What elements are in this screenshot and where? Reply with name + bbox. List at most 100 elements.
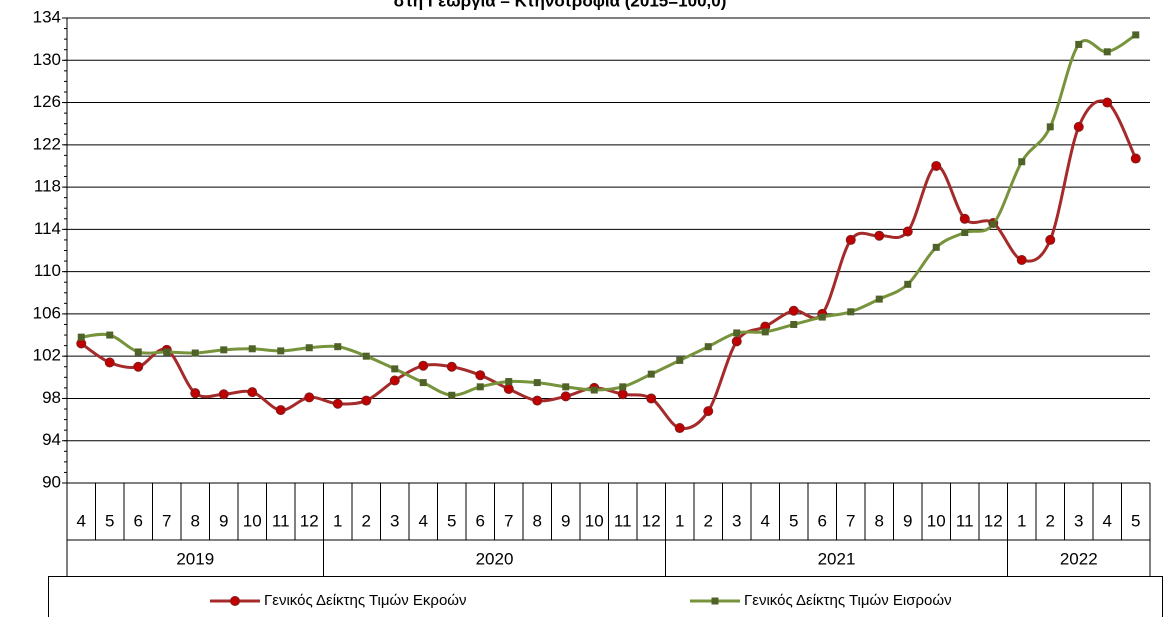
- y-tick-label: 90: [42, 472, 61, 491]
- marker: [334, 343, 342, 351]
- marker: [1073, 121, 1084, 132]
- marker: [304, 392, 315, 403]
- marker: [790, 320, 798, 328]
- x-group-label: 2019: [176, 549, 214, 568]
- marker: [647, 370, 655, 378]
- y-tick-label: 94: [42, 430, 61, 449]
- x-tick-label: 1: [333, 511, 342, 530]
- y-tick-label: 98: [42, 388, 61, 407]
- marker: [874, 230, 885, 241]
- x-tick-label: 12: [642, 511, 661, 530]
- marker: [275, 405, 286, 416]
- x-tick-label: 9: [903, 511, 912, 530]
- y-tick-label: 130: [33, 50, 61, 69]
- y-tick-label: 118: [34, 177, 61, 196]
- marker: [932, 243, 940, 251]
- marker: [418, 360, 429, 371]
- marker: [989, 220, 997, 228]
- marker: [845, 234, 856, 245]
- marker: [733, 329, 741, 337]
- marker: [77, 333, 85, 341]
- marker: [505, 378, 513, 386]
- x-tick-label: 9: [219, 511, 228, 530]
- x-tick-label: 6: [134, 511, 143, 530]
- marker: [904, 280, 912, 288]
- marker: [391, 365, 399, 373]
- marker: [1130, 153, 1141, 164]
- x-group-label: 2021: [818, 549, 856, 568]
- x-tick-label: 10: [927, 511, 946, 530]
- x-tick-label: 12: [984, 511, 1003, 530]
- marker: [847, 308, 855, 316]
- marker: [476, 383, 484, 391]
- x-tick-label: 2: [1046, 511, 1055, 530]
- x-tick-label: 2: [362, 511, 371, 530]
- x-tick-label: 5: [789, 511, 798, 530]
- marker: [389, 375, 400, 386]
- x-tick-label: 4: [1103, 511, 1112, 530]
- legend-label: Γενικός Δείκτης Τιμών Εκροών: [264, 592, 467, 609]
- marker: [931, 160, 942, 171]
- legend-marker: [230, 596, 240, 606]
- marker: [1045, 234, 1056, 245]
- y-tick-label: 110: [34, 261, 61, 280]
- line: [81, 33, 1137, 397]
- marker: [419, 379, 427, 387]
- marker: [959, 213, 970, 224]
- x-tick-label: 5: [1131, 511, 1140, 530]
- x-group-label: 2020: [476, 549, 514, 568]
- marker: [1103, 48, 1111, 56]
- x-tick-label: 5: [447, 511, 456, 530]
- marker: [305, 344, 313, 352]
- marker: [1132, 31, 1140, 39]
- marker: [761, 328, 769, 336]
- x-tick-label: 8: [533, 511, 542, 530]
- x-tick-label: 7: [846, 511, 855, 530]
- marker: [1046, 123, 1054, 131]
- x-tick-label: 1: [675, 511, 684, 530]
- marker: [163, 348, 171, 356]
- x-tick-label: 11: [272, 511, 290, 530]
- marker: [362, 352, 370, 360]
- marker: [248, 345, 256, 353]
- marker: [220, 346, 228, 354]
- marker: [106, 331, 114, 339]
- x-tick-label: 7: [504, 511, 513, 530]
- x-tick-label: 7: [162, 511, 171, 530]
- chart-title: στη Γεωργία – Κτηνοτροφία (2015=100,0): [394, 0, 727, 10]
- marker: [277, 347, 285, 355]
- marker: [646, 393, 657, 404]
- marker: [134, 348, 142, 356]
- x-group-label: 2022: [1060, 549, 1098, 568]
- y-tick-label: 114: [34, 219, 61, 238]
- x-tick-label: 4: [77, 511, 86, 530]
- marker: [788, 305, 799, 316]
- marker: [674, 423, 685, 434]
- x-tick-label: 9: [561, 511, 570, 530]
- x-tick-label: 3: [390, 511, 399, 530]
- marker: [1075, 40, 1083, 48]
- marker: [133, 361, 144, 372]
- x-tick-label: 11: [956, 511, 974, 530]
- marker: [875, 295, 883, 303]
- marker: [560, 391, 571, 402]
- y-tick-label: 102: [33, 346, 61, 365]
- marker: [703, 406, 714, 417]
- marker: [104, 357, 115, 368]
- marker: [191, 349, 199, 357]
- y-tick-label: 126: [33, 92, 61, 111]
- marker: [1018, 158, 1026, 166]
- y-tick-label: 106: [33, 303, 61, 322]
- marker: [619, 383, 627, 391]
- marker: [533, 379, 541, 387]
- marker: [361, 395, 372, 406]
- marker: [190, 388, 201, 399]
- x-tick-label: 12: [300, 511, 319, 530]
- marker: [676, 356, 684, 364]
- marker: [218, 389, 229, 400]
- x-tick-label: 4: [419, 511, 428, 530]
- x-tick-label: 8: [875, 511, 884, 530]
- x-tick-label: 4: [761, 511, 770, 530]
